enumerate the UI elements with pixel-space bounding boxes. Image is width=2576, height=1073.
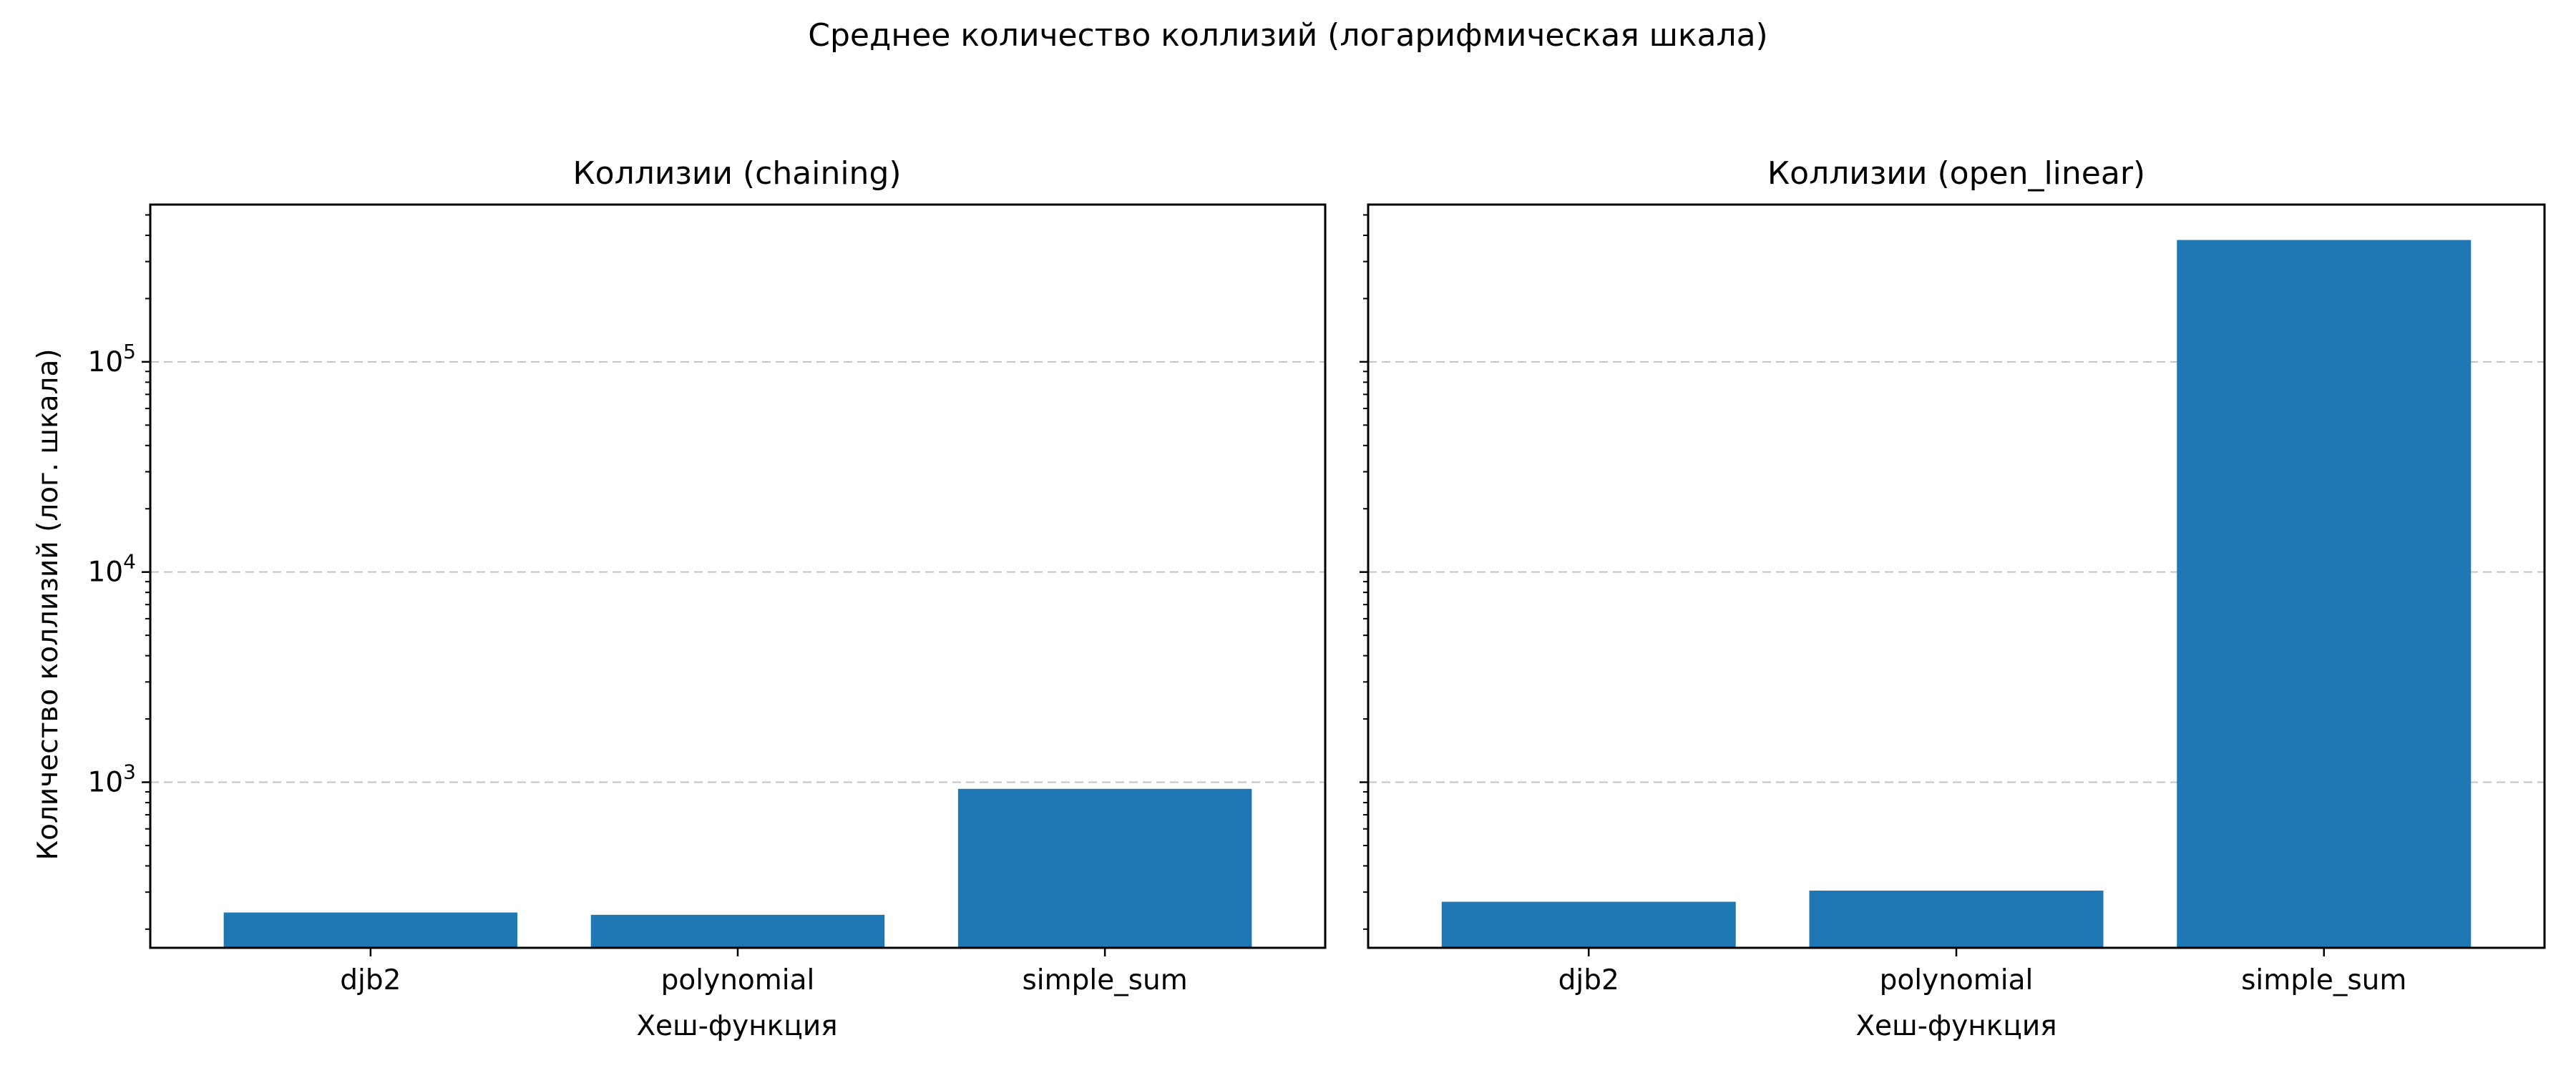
x-tick-label: simple_sum — [2241, 964, 2406, 996]
panel-chaining-xlabel: Хеш-функция — [636, 1010, 837, 1042]
bar-simple_sum — [2177, 240, 2472, 948]
x-tick-label: djb2 — [340, 964, 401, 996]
panel-open-linear: Коллизии (open_linear) Хеш-функция djb2 p… — [1360, 155, 2546, 1042]
y-axis-label: Количество коллизий (лог. шкала) — [32, 348, 64, 860]
bar-polynomial — [590, 914, 885, 948]
x-tick-label: polynomial — [1880, 964, 2034, 996]
x-tick-label: simple_sum — [1022, 964, 1187, 996]
panel-chaining-title: Коллизии (chaining) — [572, 155, 901, 192]
y-tick-label: 104 — [88, 550, 136, 589]
bar-djb2 — [1441, 901, 1736, 948]
x-tick-label: polynomial — [661, 964, 815, 996]
chart-suptitle: Среднее количество коллизий (логарифмиче… — [808, 17, 1767, 54]
panel-open-linear-title: Коллизии (open_linear) — [1767, 155, 2145, 192]
y-tick-label: 103 — [88, 760, 136, 799]
panel-open-linear-xlabel: Хеш-функция — [1855, 1010, 2057, 1042]
panel-chaining: Коллизии (chaining) Хеш-функция Количест… — [32, 155, 1327, 1042]
bar-djb2 — [223, 912, 518, 948]
bar-simple_sum — [957, 788, 1252, 948]
bar-polynomial — [1809, 891, 2104, 948]
x-tick-label: djb2 — [1558, 964, 1619, 996]
y-tick-label: 105 — [88, 340, 136, 378]
